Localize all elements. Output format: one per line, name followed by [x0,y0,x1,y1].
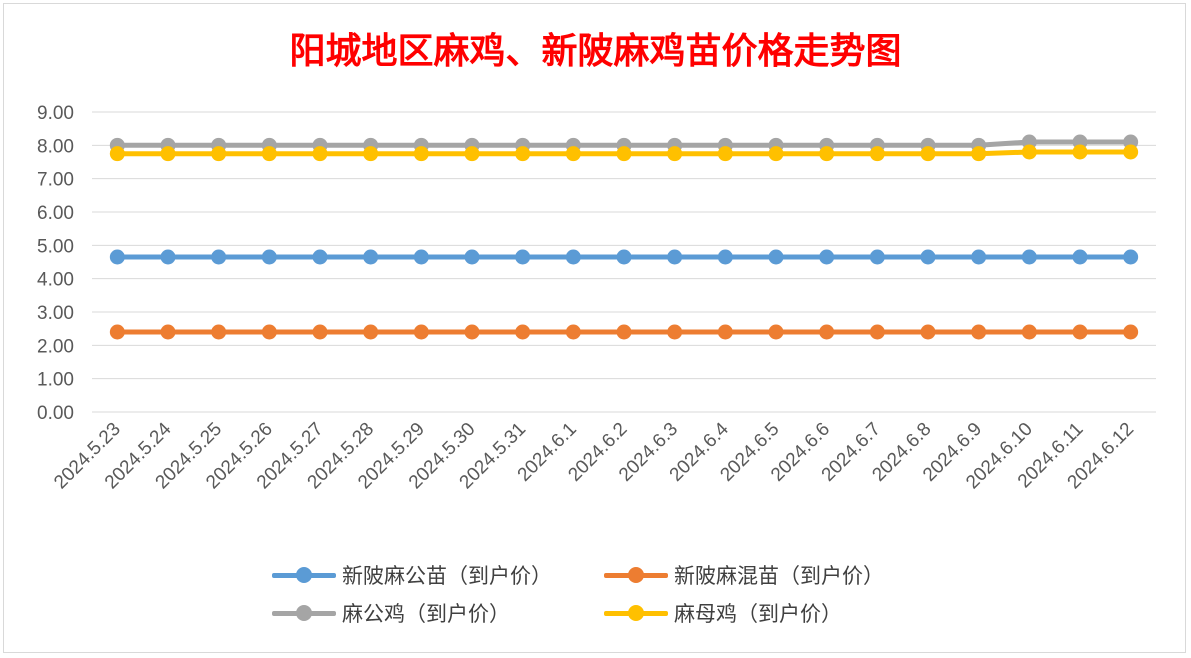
data-point-s1-14[interactable] [819,249,835,265]
legend-label-series-2: 新陂麻混苗（到户价） [674,564,884,588]
data-point-s1-17[interactable] [971,249,987,265]
data-point-s2-15[interactable] [869,324,885,340]
data-point-s1-4[interactable] [312,249,328,265]
y-tick-label-5: 5.00 [37,236,74,257]
legend-label-series-3: 麻公鸡（到户价） [342,602,510,626]
data-point-s4-15[interactable] [869,146,885,162]
legend-item-series-2[interactable]: 新陂麻混苗（到户价） [604,560,884,590]
data-point-s1-15[interactable] [869,249,885,265]
data-point-s4-4[interactable] [312,146,328,162]
data-point-s2-6[interactable] [413,324,429,340]
data-point-s4-1[interactable] [160,146,176,162]
legend-label-series-4: 麻母鸡（到户价） [674,602,842,626]
data-point-s2-2[interactable] [211,324,227,340]
data-point-s4-18[interactable] [1021,144,1037,160]
series-points [109,134,1139,340]
data-point-s4-2[interactable] [211,146,227,162]
data-point-s1-16[interactable] [920,249,936,265]
data-point-s1-18[interactable] [1021,249,1037,265]
data-point-s2-10[interactable] [616,324,632,340]
data-point-s4-11[interactable] [667,146,683,162]
legend-marker-series-3 [272,603,336,623]
y-tick-label-6: 6.00 [37,203,74,224]
chart-title: 阳城地区麻鸡、新陂麻鸡苗价格走势图 [289,30,902,72]
data-point-s4-12[interactable] [717,146,733,162]
y-tick-label-7: 7.00 [37,170,74,191]
y-tick-label-2: 2.00 [37,336,74,357]
data-point-s4-5[interactable] [363,146,379,162]
y-tick-label-8: 8.00 [37,136,74,157]
data-point-s2-11[interactable] [667,324,683,340]
data-point-s1-5[interactable] [363,249,379,265]
data-point-s1-11[interactable] [667,249,683,265]
data-point-s1-10[interactable] [616,249,632,265]
data-point-s1-19[interactable] [1072,249,1088,265]
data-point-s1-6[interactable] [413,249,429,265]
data-point-s2-19[interactable] [1072,324,1088,340]
data-point-s2-13[interactable] [768,324,784,340]
data-point-s1-13[interactable] [768,249,784,265]
legend-marker-series-4 [604,603,668,623]
y-tick-label-1: 1.00 [37,370,74,391]
legend-label-series-1: 新陂麻公苗（到户价） [342,564,552,588]
legend-item-series-1[interactable]: 新陂麻公苗（到户价） [272,560,552,590]
data-point-s4-8[interactable] [515,146,531,162]
series-lines [114,139,1134,335]
y-tick-label-4: 4.00 [37,270,74,291]
data-point-s4-6[interactable] [413,146,429,162]
data-point-s4-0[interactable] [109,146,125,162]
data-point-s2-1[interactable] [160,324,176,340]
data-point-s2-17[interactable] [971,324,987,340]
data-point-s4-16[interactable] [920,146,936,162]
data-point-s4-17[interactable] [971,146,987,162]
y-tick-label-0: 0.00 [37,403,74,424]
data-point-s2-18[interactable] [1021,324,1037,340]
data-point-s2-16[interactable] [920,324,936,340]
data-point-s2-9[interactable] [565,324,581,340]
data-point-s2-20[interactable] [1123,324,1139,340]
x-axis-tick-labels: 2024.5.232024.5.242024.5.252024.5.262024… [50,418,1138,493]
data-point-s2-12[interactable] [717,324,733,340]
data-point-s1-3[interactable] [261,249,277,265]
data-point-s2-3[interactable] [261,324,277,340]
data-point-s1-8[interactable] [515,249,531,265]
data-point-s2-14[interactable] [819,324,835,340]
y-tick-label-3: 3.00 [37,303,74,324]
chart-frame [3,3,1186,653]
y-axis-tick-labels: 0.00 1.00 2.00 3.00 4.00 5.00 6.00 7.00 8.00 9.00 [37,103,74,424]
data-point-s4-20[interactable] [1123,144,1139,160]
y-tick-label-9: 9.00 [37,103,74,124]
data-point-s2-7[interactable] [464,324,480,340]
data-point-s2-8[interactable] [515,324,531,340]
data-point-s4-14[interactable] [819,146,835,162]
data-point-s1-1[interactable] [160,249,176,265]
data-point-s4-10[interactable] [616,146,632,162]
data-point-s1-0[interactable] [109,249,125,265]
data-point-s1-7[interactable] [464,249,480,265]
legend-marker-series-1 [272,565,336,585]
legend-marker-series-2 [604,565,668,585]
legend-item-series-3[interactable]: 麻公鸡（到户价） [272,598,510,628]
gridlines [92,111,1156,413]
data-point-s2-5[interactable] [363,324,379,340]
data-point-s4-19[interactable] [1072,144,1088,160]
data-point-s4-3[interactable] [261,146,277,162]
data-point-s4-7[interactable] [464,146,480,162]
data-point-s2-4[interactable] [312,324,328,340]
data-point-s1-20[interactable] [1123,249,1139,265]
data-point-s1-2[interactable] [211,249,227,265]
data-point-s2-0[interactable] [109,324,125,340]
data-point-s1-9[interactable] [565,249,581,265]
data-point-s4-13[interactable] [768,146,784,162]
legend-item-series-4[interactable]: 麻母鸡（到户价） [604,598,842,628]
data-point-s1-12[interactable] [717,249,733,265]
data-point-s4-9[interactable] [565,146,581,162]
